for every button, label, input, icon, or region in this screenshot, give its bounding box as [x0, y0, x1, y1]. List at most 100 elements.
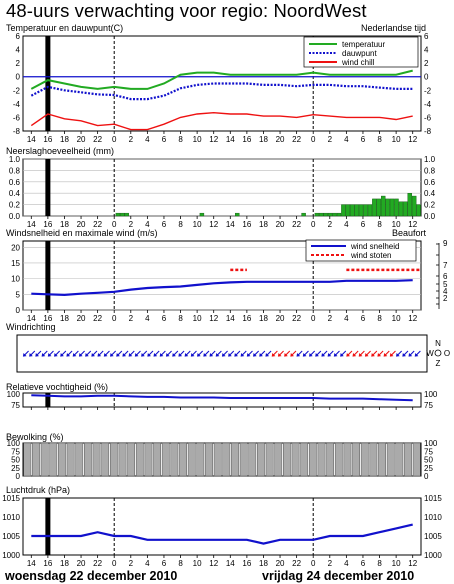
wind-arrow-head — [408, 353, 413, 357]
panel-title-2: Windsnelheid en maximale wind (m/s) — [6, 228, 158, 238]
x-tick-label-0: 18 — [60, 135, 69, 144]
y-tick-left-0: 4 — [16, 46, 21, 55]
panel-title-1: Neerslaghoeveelheid (mm) — [6, 146, 114, 156]
x-tick-label-6: 0 — [112, 559, 117, 568]
y-tick-right-4: 100 — [424, 390, 438, 399]
wind-arrow — [221, 350, 228, 357]
y-tick-left-0: -8 — [13, 127, 21, 136]
cloud-bar — [23, 442, 32, 477]
cloud-bar — [378, 442, 386, 477]
y-tick-right-5: 0 — [424, 472, 429, 481]
precip-bar — [403, 201, 408, 217]
precip-bar — [394, 198, 399, 217]
wind-arrow — [377, 350, 384, 357]
precip-bar — [345, 204, 351, 217]
now-marker-4 — [45, 393, 51, 407]
x-tick-label-2: 0 — [311, 314, 316, 323]
x-tick-label-1: 12 — [209, 220, 218, 229]
x-tick-label-2: 12 — [209, 314, 218, 323]
y-tick-right-0: -2 — [424, 86, 432, 95]
x-tick-label-6: 12 — [408, 559, 417, 568]
wind-arrow-head — [246, 353, 251, 357]
wind-arrow-head — [116, 353, 120, 357]
precip-bar — [363, 204, 368, 217]
wind-arrow — [284, 350, 291, 357]
x-tick-label-6: 20 — [276, 559, 285, 568]
x-tick-label-2: 18 — [60, 314, 69, 323]
cloud-bar — [144, 442, 153, 477]
y-tick-left-1: 0.4 — [9, 189, 21, 198]
x-tick-label-6: 2 — [129, 559, 134, 568]
wind-arrow — [352, 350, 359, 357]
x-tick-label-2: 2 — [129, 314, 134, 323]
wind-arrow — [389, 350, 396, 357]
x-tick-label-6: 22 — [93, 559, 102, 568]
y-tick-right-0: 6 — [424, 32, 429, 41]
wind-arrow-head — [66, 353, 71, 357]
x-tick-label-1: 0 — [112, 220, 117, 229]
wind-arrow-head — [197, 353, 201, 357]
x-tick-label-6: 12 — [209, 559, 218, 568]
footer-start-date: woensdag 22 december 2010 — [5, 569, 178, 583]
beaufort-label-3: 6 — [443, 272, 448, 281]
cloud-bar — [75, 442, 84, 477]
cloud-bar — [360, 442, 369, 477]
x-tick-label-2: 2 — [328, 314, 333, 323]
cloud-bar — [231, 442, 239, 477]
legend-label-wind-1: wind stoten — [350, 251, 391, 260]
wind-arrow — [414, 350, 421, 357]
x-tick-label-6: 8 — [178, 559, 183, 568]
wind-arrow-head — [110, 353, 114, 357]
wind-arrow-head — [290, 353, 294, 357]
wind-arrow — [29, 350, 36, 357]
y-tick-right-0: 0 — [424, 73, 429, 82]
now-marker-2 — [45, 241, 51, 310]
line-temperatuur — [30, 69, 413, 90]
panel-right-title-2: Beaufort — [392, 228, 427, 238]
x-tick-label-0: 14 — [226, 135, 235, 144]
precip-bar — [407, 192, 412, 217]
wind-arrow-head — [184, 353, 189, 357]
wind-arrow-head — [103, 353, 108, 357]
cloud-bar — [170, 442, 179, 477]
x-tick-label-1: 4 — [145, 220, 150, 229]
cloud-bar — [343, 442, 352, 477]
x-tick-label-0: 0 — [112, 135, 117, 144]
wind-arrow — [396, 350, 403, 357]
x-tick-label-6: 20 — [77, 559, 86, 568]
x-tick-label-6: 18 — [259, 559, 268, 568]
y-tick-left-0: 2 — [16, 59, 21, 68]
cloud-bar — [40, 442, 49, 477]
x-tick-label-2: 8 — [377, 314, 382, 323]
wind-arrow-head — [277, 353, 282, 357]
wind-arrow-head — [147, 353, 151, 357]
precip-bar — [350, 204, 355, 217]
wind-arrow-head — [178, 353, 183, 357]
wind-arrow — [190, 350, 197, 357]
x-tick-label-2: 8 — [178, 314, 183, 323]
compass-n: N — [435, 339, 441, 348]
x-tick-label-6: 14 — [27, 559, 36, 568]
x-tick-label-2: 12 — [408, 314, 417, 323]
line-dauwpunt — [30, 82, 413, 101]
cloud-bar — [265, 442, 274, 477]
line-vochtigheid — [31, 394, 413, 402]
cloud-bar — [352, 442, 360, 477]
wind-arrow-head — [29, 353, 33, 357]
compass-o: O — [444, 349, 450, 358]
x-tick-label-0: 6 — [361, 135, 366, 144]
precip-bar — [301, 212, 306, 217]
precip-bar — [314, 212, 320, 217]
wind-arrow-head — [315, 353, 319, 357]
wind-arrow — [72, 350, 79, 357]
precip-bar — [367, 204, 373, 217]
wind-arrow — [128, 350, 135, 357]
cloud-bar — [84, 442, 92, 477]
cloud-bar — [32, 442, 40, 477]
wind-arrow-head — [54, 353, 58, 357]
y-tick-left-1: 0.8 — [9, 166, 21, 175]
wind-arrow — [315, 350, 322, 357]
x-tick-label-1: 2 — [129, 220, 134, 229]
x-tick-label-0: 20 — [77, 135, 86, 144]
y-tick-right-0: 2 — [424, 59, 429, 68]
